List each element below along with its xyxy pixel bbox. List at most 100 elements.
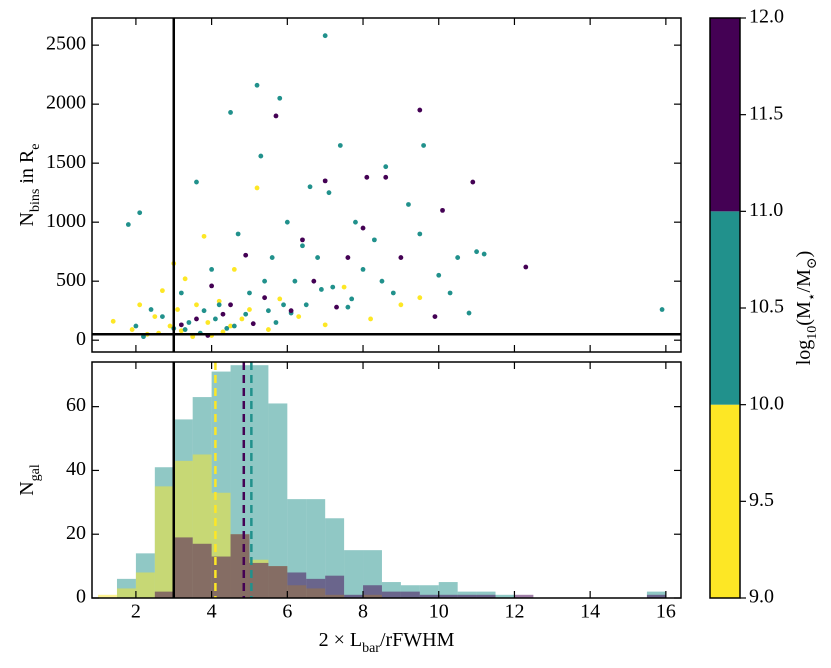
scatter-point (205, 320, 211, 325)
scatter-point (224, 325, 230, 331)
label-part: bar (362, 641, 380, 656)
scatter-point (125, 222, 131, 227)
histogram-bar (363, 585, 382, 598)
scatter-point (254, 185, 260, 191)
label-part: 2 × L (319, 629, 363, 651)
y-tick-label: 2000 (46, 92, 86, 114)
scatter-point (228, 110, 233, 115)
colorbar-label: log10(M⋆/M⊙) (793, 251, 820, 366)
y-axis-label: Ngal (16, 464, 43, 496)
scatter-point (178, 290, 184, 296)
scatter-point (284, 219, 290, 225)
x-tick-label: 14 (580, 601, 600, 623)
scatter-point (247, 307, 252, 312)
scatter-point (417, 107, 423, 113)
scatter-point (194, 302, 199, 308)
y-tick-label: 1000 (46, 210, 86, 232)
scatter-point (231, 323, 237, 329)
scatter-point (250, 321, 256, 327)
scatter-point (436, 272, 442, 278)
scatter-point (194, 179, 199, 185)
label-part: e (28, 144, 43, 150)
histogram-bar (116, 588, 136, 598)
y-tick-label: 0 (76, 586, 86, 608)
y-tick-label: 20 (66, 522, 86, 544)
scatter-point (247, 290, 252, 296)
colorbar-segment (710, 404, 740, 598)
scatter-point (379, 278, 385, 284)
label-part: /rFWHM (380, 629, 455, 651)
histogram-bar (249, 365, 269, 598)
x-tick-label: 4 (207, 601, 217, 623)
colorbar-segment (710, 211, 740, 405)
scatter-point (265, 308, 271, 314)
histogram-bar (344, 594, 364, 598)
scatter-point (137, 302, 143, 308)
y-tick-label: 11.5 (749, 102, 783, 124)
scatter-point (262, 295, 268, 301)
scatter-point (417, 231, 423, 237)
scatter-point (322, 322, 328, 328)
histogram-bar (98, 594, 117, 598)
scatter-point (281, 302, 286, 308)
scatter-point (194, 316, 199, 322)
y-axis-label: Nbins in Re (16, 144, 43, 227)
scatter-point (383, 164, 389, 170)
histogram-bar (344, 550, 364, 598)
scatter-point (182, 327, 188, 332)
histogram-bar (438, 594, 458, 598)
y-tick-label: 10.0 (749, 392, 784, 414)
y-tick-label: 1500 (46, 151, 86, 173)
histogram-bar (381, 591, 401, 598)
scatter-point (466, 310, 472, 316)
scatter-point (178, 322, 184, 328)
label-part: 10 (805, 326, 820, 340)
scatter-point (231, 266, 237, 272)
label-part: log (793, 340, 815, 366)
histogram-bar (514, 594, 534, 598)
y-tick-label: 500 (56, 269, 86, 291)
histogram-bar (476, 594, 496, 598)
scatter-point (345, 304, 351, 310)
scatter-point (216, 302, 222, 308)
scatter-point (353, 219, 358, 225)
x-tick-label: 12 (504, 601, 524, 623)
scatter-point (315, 255, 321, 260)
scatter-point (228, 302, 233, 308)
scatter-point (455, 255, 461, 260)
scatter-point (390, 290, 396, 296)
y-tick-label: 10.5 (749, 296, 784, 318)
histogram-bar (154, 591, 174, 598)
colorbar-segment (710, 18, 740, 212)
label-part: in R (16, 149, 38, 189)
scatter-point (243, 311, 249, 317)
scatter-point (152, 314, 158, 319)
scatter-point (368, 316, 374, 322)
scatter-point (337, 143, 343, 148)
scatter-point (228, 323, 233, 329)
histogram-bar (173, 537, 193, 598)
scatter-point (277, 296, 283, 302)
scatter-point (349, 296, 355, 302)
scatter-point (440, 207, 445, 213)
axes-frame (91, 361, 682, 599)
scatter-point (341, 284, 347, 290)
scatter-point (421, 143, 426, 148)
histogram-bar (135, 572, 155, 598)
scatter-point (160, 288, 165, 294)
scatter-point (262, 278, 268, 284)
histogram-bar (457, 594, 477, 598)
x-tick-label: 8 (358, 601, 368, 623)
scatter-point (216, 298, 222, 304)
scatter-point (273, 113, 279, 119)
y-tick-label: 60 (66, 394, 86, 416)
scatter-point (371, 237, 377, 243)
scatter-point (398, 302, 404, 308)
scatter-point (182, 276, 188, 282)
scatter-point (330, 284, 336, 290)
scatter-point (288, 308, 294, 314)
label-part: N (16, 212, 38, 226)
scatter-point (148, 307, 154, 312)
scatter-point (481, 251, 487, 257)
